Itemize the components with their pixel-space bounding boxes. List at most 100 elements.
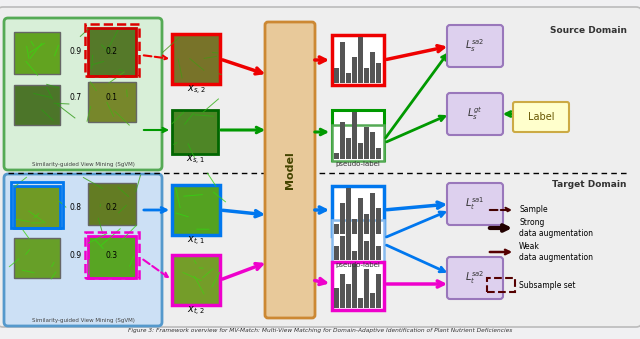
Text: $x_{s,1}$: $x_{s,1}$: [186, 154, 204, 167]
Bar: [332, 110, 384, 160]
Bar: [370, 293, 374, 308]
Bar: [352, 219, 356, 234]
Bar: [85, 232, 139, 278]
Bar: [364, 68, 369, 83]
Text: pseudo-label: pseudo-label: [335, 161, 380, 167]
Text: 0.2: 0.2: [106, 203, 118, 212]
Bar: [172, 185, 220, 235]
Bar: [358, 298, 362, 308]
Bar: [376, 274, 381, 308]
Text: $L_t^{sa1}$: $L_t^{sa1}$: [465, 196, 484, 213]
Bar: [346, 227, 351, 260]
Text: 0.8: 0.8: [70, 203, 82, 212]
Bar: [332, 262, 384, 310]
Bar: [88, 183, 136, 225]
Bar: [352, 57, 356, 83]
Bar: [85, 24, 139, 76]
Bar: [172, 110, 218, 154]
Bar: [376, 208, 381, 234]
Bar: [334, 246, 339, 260]
Text: Model: Model: [285, 151, 295, 189]
Text: Similarity-guided View Mining (SgVM): Similarity-guided View Mining (SgVM): [31, 162, 134, 167]
FancyBboxPatch shape: [447, 93, 503, 135]
Text: pseudo-label: pseudo-label: [335, 262, 380, 268]
Bar: [14, 238, 60, 278]
Text: $L_t^{sa2}$: $L_t^{sa2}$: [465, 270, 484, 286]
Bar: [352, 251, 356, 260]
Bar: [332, 35, 384, 85]
Text: Figure 3: Framework overview for MV-Match: Multi-View Matching for Domain-Adapti: Figure 3: Framework overview for MV-Matc…: [128, 328, 512, 333]
Bar: [376, 63, 381, 83]
Bar: [370, 193, 374, 234]
Bar: [358, 143, 362, 158]
Bar: [332, 186, 384, 236]
Bar: [346, 283, 351, 308]
Bar: [340, 274, 344, 308]
Text: $x_{t,1}$: $x_{t,1}$: [187, 235, 205, 248]
Bar: [88, 82, 136, 122]
Text: $L_s^{gt}$: $L_s^{gt}$: [467, 106, 483, 122]
Bar: [172, 255, 220, 305]
Bar: [352, 264, 356, 308]
Bar: [172, 34, 220, 84]
FancyBboxPatch shape: [265, 22, 315, 318]
Bar: [334, 224, 339, 234]
Bar: [370, 133, 374, 158]
Bar: [14, 186, 60, 228]
Bar: [364, 138, 369, 159]
Bar: [88, 236, 136, 278]
Text: Label: Label: [528, 112, 554, 122]
Text: 0.9: 0.9: [70, 47, 82, 56]
Bar: [376, 148, 381, 158]
Bar: [376, 246, 381, 260]
Bar: [352, 112, 356, 158]
Text: Sample: Sample: [519, 205, 548, 215]
Bar: [346, 188, 351, 234]
Bar: [487, 278, 515, 292]
FancyBboxPatch shape: [4, 174, 162, 326]
Bar: [334, 156, 339, 159]
Bar: [370, 52, 374, 83]
Bar: [370, 232, 374, 260]
Bar: [358, 148, 362, 159]
Bar: [334, 153, 339, 158]
Text: 0.3: 0.3: [106, 251, 118, 260]
Bar: [358, 198, 362, 234]
Bar: [332, 220, 384, 262]
Text: $x_{t,2}$: $x_{t,2}$: [187, 305, 205, 318]
Text: 0.7: 0.7: [70, 93, 82, 102]
Bar: [358, 37, 362, 83]
Bar: [340, 203, 344, 234]
Bar: [346, 73, 351, 83]
FancyBboxPatch shape: [447, 183, 503, 225]
Text: 0.2: 0.2: [106, 47, 118, 56]
Bar: [352, 127, 356, 159]
Bar: [334, 68, 339, 83]
Text: 0.1: 0.1: [106, 93, 118, 102]
Bar: [340, 236, 344, 260]
Text: Subsample set: Subsample set: [519, 280, 575, 290]
Bar: [14, 85, 60, 125]
FancyBboxPatch shape: [513, 102, 569, 132]
Text: Target Domain: Target Domain: [552, 180, 627, 189]
Text: Source Domain: Source Domain: [550, 26, 627, 35]
FancyBboxPatch shape: [447, 257, 503, 299]
Bar: [88, 28, 136, 76]
FancyBboxPatch shape: [0, 7, 640, 327]
Bar: [370, 141, 374, 159]
Text: Weak
data augmentation: Weak data augmentation: [519, 242, 593, 262]
Bar: [14, 32, 60, 74]
FancyBboxPatch shape: [447, 25, 503, 67]
Bar: [346, 138, 351, 158]
Bar: [364, 214, 369, 234]
Bar: [11, 182, 63, 228]
Bar: [364, 241, 369, 260]
Bar: [334, 288, 339, 308]
Bar: [346, 145, 351, 159]
Text: Strong
data augmentation: Strong data augmentation: [519, 218, 593, 238]
Bar: [364, 127, 369, 158]
Bar: [358, 222, 362, 260]
Bar: [332, 125, 384, 161]
Text: Similarity-guided View Mining (SgVM): Similarity-guided View Mining (SgVM): [31, 318, 134, 323]
FancyBboxPatch shape: [4, 18, 162, 170]
